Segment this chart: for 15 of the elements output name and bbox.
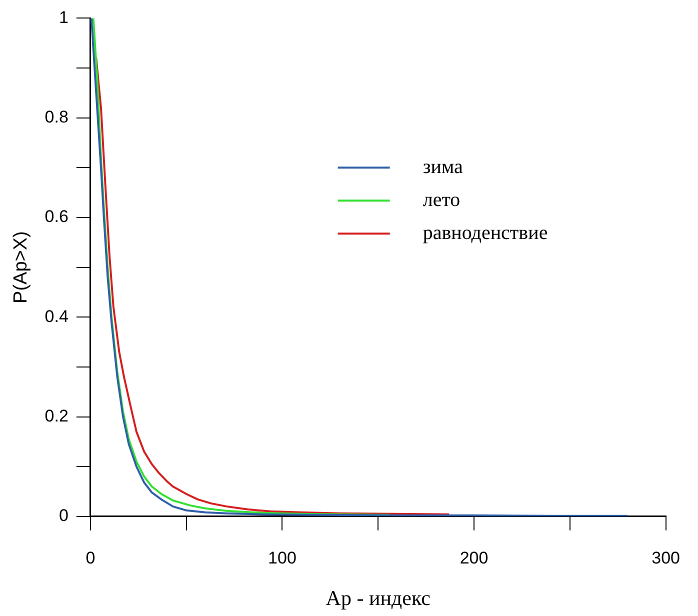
y-tick-label: 0.6 <box>44 207 68 226</box>
x-axis-title: Ap - индекс <box>326 586 430 610</box>
x-tick-label: 0 <box>86 548 96 568</box>
y-tick-label: 1 <box>58 8 68 27</box>
y-tick-label: 0.2 <box>44 406 68 426</box>
y-tick-label: 0.8 <box>44 108 68 127</box>
y-axis-title: P(Ap>X) <box>10 231 32 304</box>
y-tick-label: 0 <box>58 506 68 526</box>
x-tick-label: 200 <box>460 548 488 568</box>
y-tick-label: 0.4 <box>44 306 68 326</box>
x-tick-label: 300 <box>652 548 680 568</box>
legend-label: равноденствие <box>422 222 548 244</box>
x-tick-label: 100 <box>268 548 296 568</box>
legend-label: лето <box>422 188 460 211</box>
legend-label: зима <box>422 156 463 178</box>
